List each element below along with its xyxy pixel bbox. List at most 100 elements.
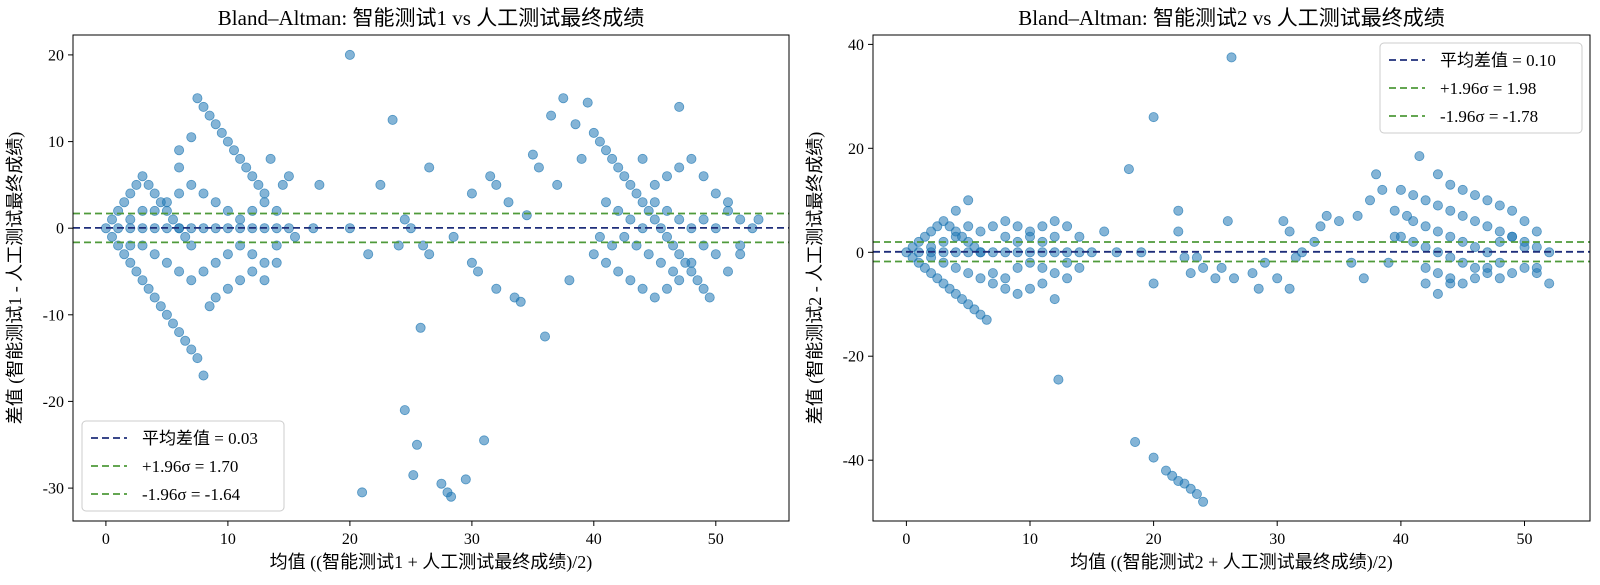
data-point: [1494, 273, 1505, 284]
data-point: [735, 214, 746, 225]
x-tick-label: 30: [1269, 531, 1285, 548]
data-point: [1062, 273, 1073, 284]
data-point: [926, 242, 937, 253]
data-point: [210, 292, 221, 303]
data-point: [950, 231, 961, 242]
data-point: [174, 327, 185, 338]
data-point: [1025, 257, 1036, 268]
data-point: [649, 179, 660, 190]
data-point: [408, 470, 419, 481]
data-point: [241, 162, 252, 173]
data-point: [1457, 210, 1468, 221]
chart-title: Bland–Altman: 智能测试2 vs 人工测试最终成绩: [1018, 6, 1444, 30]
data-point: [1457, 278, 1468, 289]
data-point: [1062, 221, 1073, 232]
data-point: [1000, 216, 1011, 227]
data-point: [387, 114, 398, 125]
data-point: [1470, 190, 1481, 201]
data-point: [235, 275, 246, 286]
data-point: [723, 266, 734, 277]
data-point: [637, 283, 648, 294]
data-point: [1049, 294, 1060, 305]
data-point: [137, 171, 148, 182]
data-point: [1226, 52, 1237, 63]
data-point: [649, 214, 660, 225]
chart-title: Bland–Altman: 智能测试1 vs 人工测试最终成绩: [218, 6, 644, 30]
data-point: [674, 275, 685, 286]
data-points: [901, 52, 1555, 507]
chart-panel-1: 0 10 20 30 40 50 20 10 0 -10 -20 -30 Bland–Altman: 智…: [5, 6, 790, 573]
data-point: [588, 249, 599, 260]
data-point: [479, 435, 490, 446]
data-point: [1185, 268, 1196, 279]
data-point: [662, 171, 673, 182]
data-point: [491, 283, 502, 294]
data-point: [222, 283, 233, 294]
y-axis-label: 差值 (智能测试1 - 人工测试最终成绩): [5, 132, 26, 424]
data-point: [987, 221, 998, 232]
data-point: [107, 214, 118, 225]
data-point: [1012, 221, 1023, 232]
data-point: [399, 214, 410, 225]
data-point: [125, 188, 136, 199]
legend-entry-label: +1.96σ = 1.98: [1440, 79, 1536, 98]
data-point: [1470, 242, 1481, 253]
data-point: [540, 331, 551, 342]
x-axis-label: 均值 ((智能测试2 + 人工测试最终成绩)/2): [1070, 552, 1393, 573]
data-point: [1445, 179, 1456, 190]
data-point: [704, 292, 715, 303]
data-point: [472, 266, 483, 277]
data-point: [975, 273, 986, 284]
data-point: [1470, 216, 1481, 227]
x-tick-label: 0: [102, 531, 110, 548]
data-point: [1445, 278, 1456, 289]
data-point: [698, 283, 709, 294]
data-point: [674, 162, 685, 173]
data-point: [192, 353, 203, 364]
x-tick-label: 50: [1517, 531, 1533, 548]
data-point: [1037, 221, 1048, 232]
data-point: [1210, 273, 1221, 284]
data-point: [289, 231, 300, 242]
data-point: [987, 268, 998, 279]
data-point: [1383, 257, 1394, 268]
data-point: [1494, 257, 1505, 268]
data-point: [594, 136, 605, 147]
x-tick-label: 30: [464, 531, 480, 548]
data-point: [1389, 205, 1400, 216]
data-point: [1531, 262, 1542, 273]
data-point: [1037, 278, 1048, 289]
data-point: [515, 296, 526, 307]
data-point: [174, 188, 185, 199]
data-point: [161, 197, 172, 208]
data-point: [424, 249, 435, 260]
data-point: [180, 231, 191, 242]
x-axis-label: 均值 ((智能测试1 + 人工测试最终成绩)/2): [270, 552, 593, 573]
data-point: [253, 179, 264, 190]
data-point: [963, 268, 974, 279]
data-point: [1420, 221, 1431, 232]
data-point: [552, 179, 563, 190]
data-point: [692, 275, 703, 286]
data-point: [1049, 216, 1060, 227]
data-point: [1494, 226, 1505, 237]
data-point: [1272, 273, 1283, 284]
data-point: [1365, 195, 1376, 206]
data-point: [446, 491, 457, 502]
data-point: [631, 188, 642, 199]
y-tick-label: -10: [43, 307, 64, 324]
data-point: [143, 179, 154, 190]
data-point: [415, 322, 426, 333]
data-point: [613, 266, 624, 277]
data-point: [1507, 268, 1518, 279]
data-point: [649, 292, 660, 303]
data-point: [1346, 257, 1357, 268]
data-point: [1037, 262, 1048, 273]
data-point: [521, 210, 532, 221]
data-point: [668, 266, 679, 277]
data-point: [125, 257, 136, 268]
data-point: [1432, 169, 1443, 180]
data-point: [533, 162, 544, 173]
data-point: [155, 301, 166, 312]
